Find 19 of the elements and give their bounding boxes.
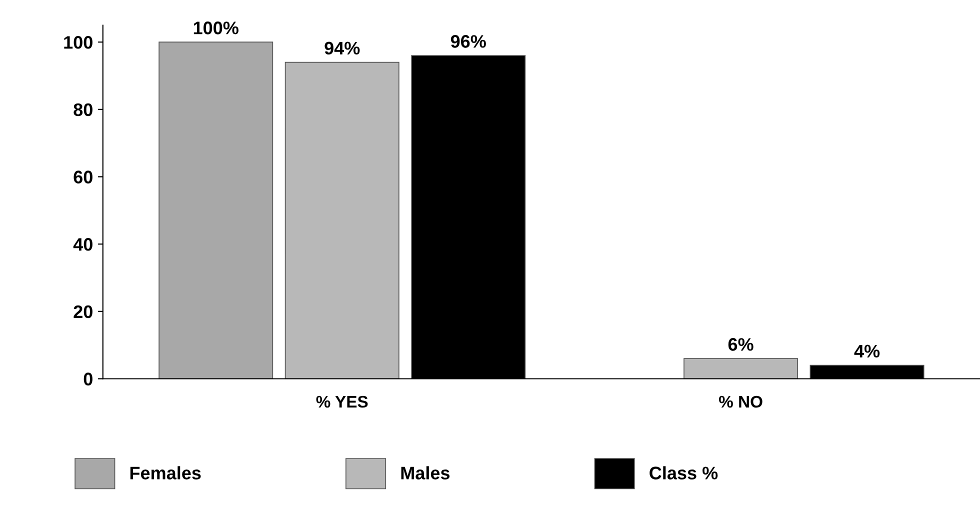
x-tick-label: % NO	[718, 396, 762, 408]
bar	[158, 42, 274, 379]
legend-label: Males	[401, 466, 450, 480]
data-label: 94%	[324, 42, 360, 55]
y-tick-label: 0	[84, 372, 92, 386]
bar	[284, 62, 400, 379]
legend-label: Females	[130, 466, 201, 480]
data-label: 6%	[728, 338, 754, 351]
y-tick-label: 40	[73, 238, 92, 251]
x-tick-label: % YES	[316, 396, 368, 408]
legend-label: Class %	[650, 466, 718, 480]
data-label: 100%	[194, 22, 238, 34]
bar	[684, 358, 798, 379]
y-tick-label: 80	[74, 103, 92, 116]
y-tick-label: 60	[74, 170, 92, 184]
data-label: 4%	[854, 344, 880, 358]
y-tick-label: 100	[64, 36, 92, 49]
data-label: 96%	[450, 35, 486, 48]
y-tick-label: 20	[74, 305, 92, 318]
